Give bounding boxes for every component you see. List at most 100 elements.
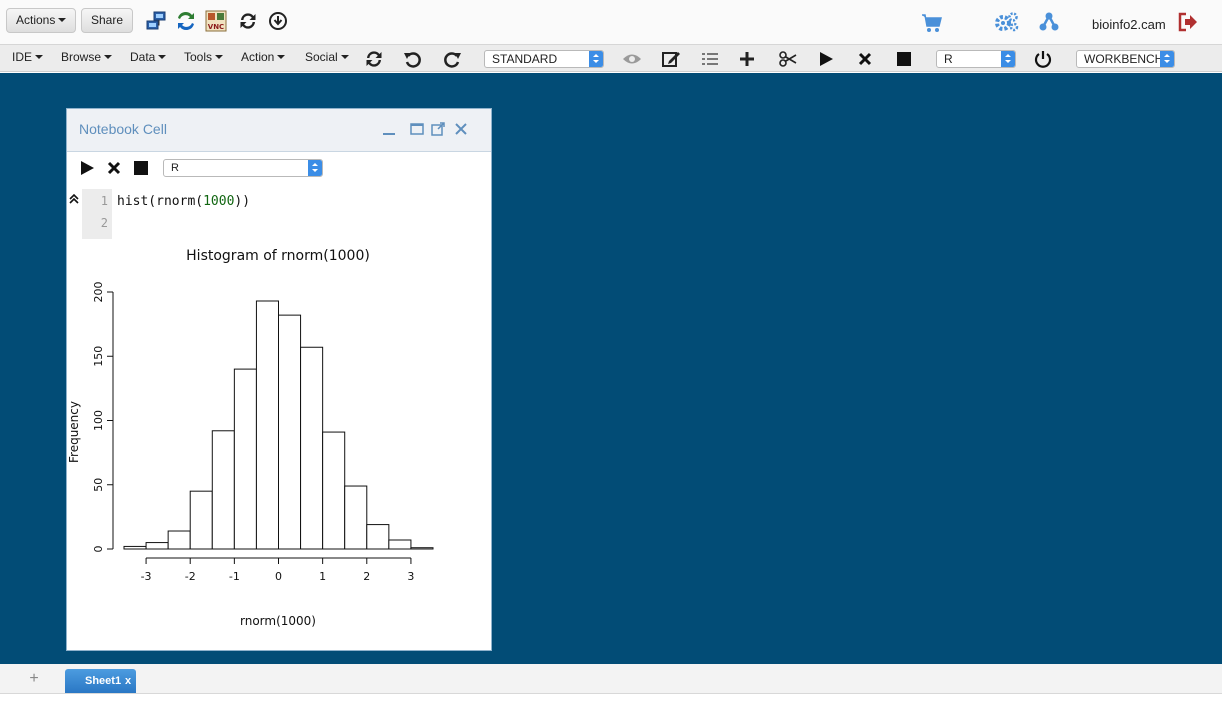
- line-number: 1: [100, 194, 108, 208]
- menu-ide-label: IDE: [12, 50, 33, 64]
- workbench-select-value: WORKBENCH: [1084, 52, 1164, 66]
- menu-social-label: Social: [305, 50, 338, 64]
- y-tick-label: 200: [92, 282, 105, 303]
- settings-gears-icon[interactable]: [994, 11, 1020, 33]
- x-tick-label: -1: [229, 570, 240, 583]
- histogram-bar: [322, 431, 346, 550]
- histogram-bar: [123, 545, 147, 550]
- y-tick-label: 150: [92, 346, 105, 367]
- popout-icon[interactable]: [430, 121, 446, 137]
- line-number: 2: [100, 216, 108, 230]
- plus-icon[interactable]: [737, 49, 757, 69]
- histogram-bar: [167, 530, 191, 550]
- maximize-icon[interactable]: [409, 121, 425, 137]
- code-number: 1000: [203, 194, 235, 209]
- histogram-bars: [123, 300, 434, 550]
- network-share-icon[interactable]: [1038, 11, 1060, 33]
- close-icon[interactable]: [453, 121, 469, 137]
- chart-title: Histogram of rnorm(1000): [186, 248, 370, 264]
- sheet-close-button[interactable]: x: [125, 675, 132, 687]
- transfer-icon[interactable]: [175, 10, 197, 32]
- redo-icon[interactable]: [442, 49, 462, 69]
- x-tick-label: -3: [141, 570, 152, 583]
- menu-data[interactable]: Data: [130, 50, 167, 64]
- eye-icon[interactable]: [622, 49, 642, 69]
- y-tick-label: 50: [92, 478, 105, 492]
- x-tick-label: 2: [363, 570, 370, 583]
- code-line[interactable]: hist(rnorm(1000)): [117, 194, 250, 209]
- logout-icon[interactable]: [1177, 11, 1199, 33]
- menu-action[interactable]: Action: [241, 50, 286, 64]
- x-tick-label: -2: [185, 570, 196, 583]
- list-icon[interactable]: [700, 49, 720, 69]
- actions-button[interactable]: Actions: [6, 8, 77, 33]
- sheet-tab[interactable]: Sheet1 x: [65, 669, 136, 693]
- histogram-bar: [255, 300, 280, 550]
- workbench-select[interactable]: WORKBENCH: [1076, 50, 1175, 68]
- histogram-bar: [366, 524, 390, 550]
- histogram-bar: [145, 542, 169, 550]
- histogram-bar: [189, 490, 213, 550]
- menu-browse-label: Browse: [61, 50, 102, 64]
- y-axis-label: Frequency: [67, 401, 81, 463]
- code-text: hist(rnorm(: [117, 194, 204, 209]
- cut-icon[interactable]: [778, 49, 798, 69]
- sheet-tab-label: Sheet1: [85, 675, 122, 687]
- menu-browse[interactable]: Browse: [61, 50, 113, 64]
- mode-select[interactable]: STANDARD: [484, 50, 604, 68]
- chevron-down-icon: [158, 55, 167, 59]
- y-axis: 0 50 100 150 200: [92, 282, 114, 553]
- close-icon[interactable]: [855, 49, 875, 69]
- x-axis-label: rnorm(1000): [240, 614, 316, 628]
- svg-text:VNC: VNC: [208, 23, 224, 31]
- y-tick-label: 0: [92, 546, 105, 553]
- download-icon[interactable]: [267, 10, 289, 32]
- histogram-bar: [278, 314, 302, 550]
- host-label: bioinfo2.cam: [1092, 17, 1166, 32]
- minimize-icon[interactable]: [381, 121, 397, 137]
- select-arrows-icon: [1160, 51, 1174, 67]
- code-text: )): [234, 194, 251, 209]
- window-title: Notebook Cell: [79, 121, 167, 137]
- cart-icon[interactable]: [921, 12, 943, 34]
- stop-icon[interactable]: [133, 160, 149, 176]
- share-label: Share: [91, 13, 124, 27]
- histogram-bar: [410, 547, 434, 550]
- x-tick-label: 3: [407, 570, 414, 583]
- window-titlebar[interactable]: Notebook Cell: [67, 109, 491, 152]
- edit-icon[interactable]: [661, 49, 681, 69]
- select-arrows-icon: [589, 51, 603, 67]
- collapse-icon[interactable]: [69, 193, 79, 205]
- cell-language-value: R: [171, 162, 179, 174]
- close-icon[interactable]: [107, 161, 121, 175]
- power-icon[interactable]: [1033, 49, 1053, 69]
- run-icon[interactable]: [79, 160, 95, 176]
- share-button[interactable]: Share: [81, 8, 134, 33]
- undo-icon[interactable]: [403, 49, 423, 69]
- add-sheet-button[interactable]: +: [29, 670, 39, 687]
- y-tick-label: 100: [92, 410, 105, 431]
- chevron-down-icon: [340, 55, 349, 59]
- language-select-value: R: [944, 52, 953, 66]
- select-arrows-icon: [1001, 51, 1015, 67]
- menu-tools[interactable]: Tools: [184, 50, 224, 64]
- vnc-icon[interactable]: VNC: [205, 10, 227, 32]
- code-editor[interactable]: 1 2 hist(rnorm(1000)): [82, 189, 482, 239]
- menu-data-label: Data: [130, 50, 156, 64]
- chevron-down-icon: [35, 55, 44, 59]
- top-toolbar: Actions Share VNC: [0, 0, 1222, 44]
- notebook-cell-window[interactable]: Notebook Cell R 1 2 hist(r: [66, 108, 492, 651]
- stop-icon[interactable]: [894, 49, 914, 69]
- menu-tools-label: Tools: [184, 50, 213, 64]
- run-icon[interactable]: [816, 49, 836, 69]
- menu-social[interactable]: Social: [305, 50, 349, 64]
- network-icon[interactable]: [145, 10, 167, 32]
- x-tick-label: 1: [319, 570, 326, 583]
- menu-ide[interactable]: IDE: [12, 50, 44, 64]
- line-gutter: 1 2: [82, 189, 112, 239]
- cell-language-select[interactable]: R: [163, 159, 323, 177]
- language-select[interactable]: R: [936, 50, 1016, 68]
- refresh-icon[interactable]: [364, 49, 384, 69]
- refresh-icon[interactable]: [237, 10, 259, 32]
- sheet-bar: + Sheet1 x: [0, 664, 1222, 694]
